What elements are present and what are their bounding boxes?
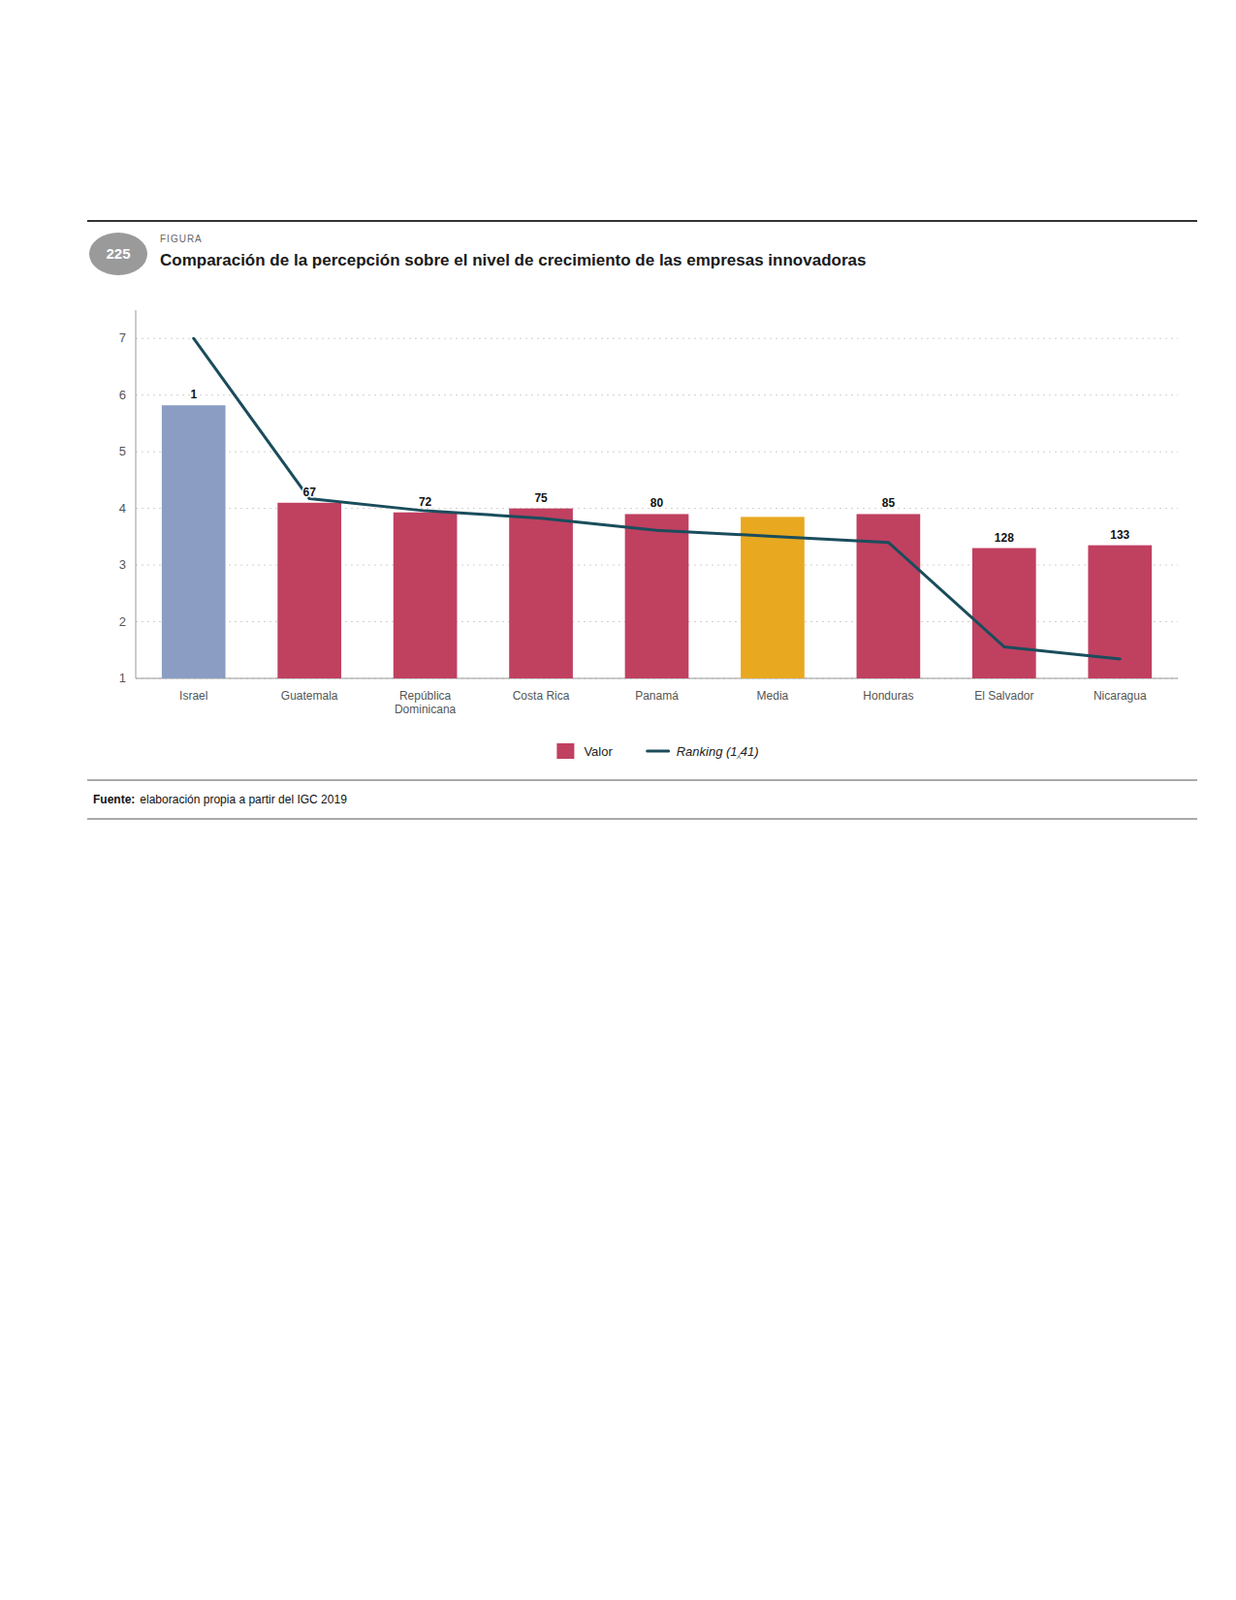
- y-tick-label: 7: [119, 330, 127, 346]
- data-label: 80: [650, 496, 665, 510]
- bar: [277, 503, 342, 679]
- data-label: 72: [418, 495, 433, 509]
- x-tick-label-line: Dominicana: [394, 702, 457, 717]
- chart-title: Comparación de la percepción sobre el ni…: [159, 251, 866, 270]
- bar: [972, 548, 1037, 679]
- bar: [856, 513, 921, 679]
- data-label: 133: [1109, 528, 1130, 542]
- data-label: 1: [190, 387, 197, 402]
- x-tick-label: RepúblicaDominicana: [394, 689, 457, 717]
- x-tick-label: Honduras: [862, 689, 914, 703]
- bar: [625, 513, 690, 679]
- source-text: elaboración propia a partir del IGC 2019: [139, 792, 348, 807]
- x-tick-label: Costa Rica: [512, 689, 571, 703]
- y-tick-label: 2: [119, 614, 127, 630]
- legend-label: Valor: [583, 744, 613, 760]
- data-labels: 1 67 72 75 80 85 128 133: [190, 387, 1130, 544]
- y-tick-label: 4: [119, 501, 127, 516]
- figure-number: 225: [105, 245, 130, 262]
- x-tick-label: Nicaragua: [1093, 689, 1147, 703]
- chart-root: 225 FIGURA Comparación de la percepción so…: [0, 0, 1236, 1600]
- figure-label: FIGURA: [159, 233, 203, 245]
- source-rule-bottom: [87, 819, 1198, 821]
- ranking-line: [193, 338, 1121, 660]
- legend: Valor Ranking (1⁁41): [556, 743, 759, 760]
- y-axis-line: [135, 310, 137, 679]
- source-label: Fuente:: [93, 792, 135, 807]
- figure-badge: 225: [89, 232, 148, 276]
- data-label: 75: [534, 491, 548, 506]
- source-rule-top: [87, 780, 1198, 782]
- badge-shape: [89, 232, 148, 276]
- x-tick-label-line: República: [399, 689, 452, 703]
- grid-line: [135, 338, 1178, 340]
- x-tick-label: Guatemala: [281, 689, 339, 703]
- bar: [161, 405, 226, 679]
- legend-item: Valor: [556, 743, 613, 760]
- bar: [508, 508, 573, 679]
- grid-line: [135, 451, 1178, 453]
- x-tick-label: Israel: [179, 689, 208, 703]
- source-note: Fuente: elaboración propia a partir del I…: [93, 792, 348, 807]
- x-tick-label-line: Panamá: [634, 689, 679, 703]
- x-tick-label-line: Nicaragua: [1093, 689, 1147, 703]
- x-tick-label-line: Israel: [179, 689, 208, 703]
- plot-marks: [161, 338, 1152, 679]
- legend-item: Ranking (1⁁41): [647, 744, 760, 760]
- y-tick-label: 5: [119, 443, 127, 459]
- legend-swatch: [556, 743, 574, 760]
- x-tick-label-line: Honduras: [862, 689, 914, 703]
- x-tick-label-line: Costa Rica: [512, 689, 571, 703]
- x-tick-label: El Salvador: [974, 689, 1034, 703]
- x-tick-label-line: Media: [757, 689, 790, 703]
- bar: [393, 512, 458, 679]
- grid-line: [135, 394, 1178, 396]
- data-label: 85: [882, 496, 896, 510]
- data-label: 67: [302, 485, 317, 500]
- data-label: 128: [994, 531, 1015, 545]
- y-grid: 1234567: [119, 330, 1178, 686]
- y-tick-label: 6: [119, 387, 127, 403]
- header-rule: [87, 220, 1198, 222]
- x-tick-label: Panamá: [634, 689, 679, 703]
- x-tick-label: Media: [757, 689, 790, 703]
- x-tick-labels: Israel Guatemala RepúblicaDominicana Costa …: [179, 689, 1147, 717]
- legend-swatch: [647, 750, 669, 754]
- x-tick-label-line: Guatemala: [281, 689, 339, 703]
- y-tick-label: 3: [119, 557, 127, 572]
- bar: [740, 516, 805, 679]
- x-tick-label-line: El Salvador: [974, 689, 1034, 703]
- legend-label: Ranking (1⁁41): [676, 744, 760, 760]
- y-tick-label: 1: [119, 670, 127, 686]
